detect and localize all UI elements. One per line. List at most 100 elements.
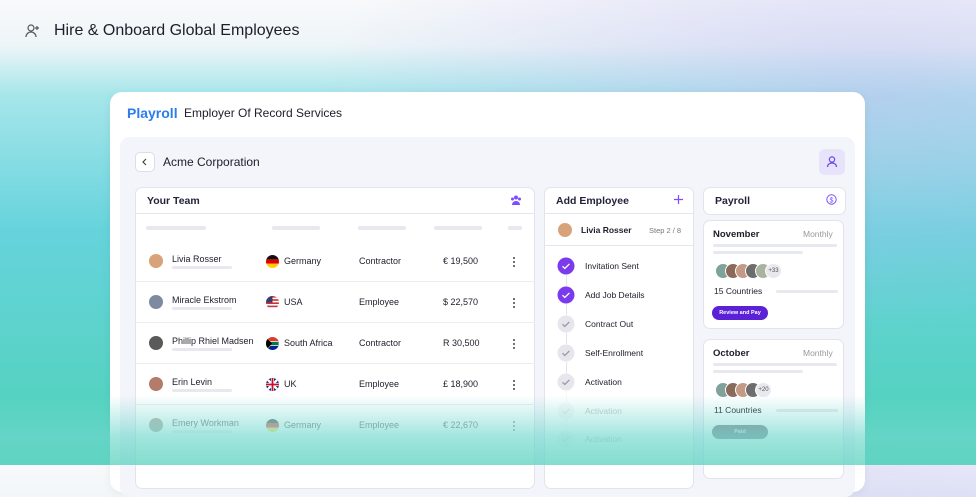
more-count: +33 [765, 263, 782, 279]
flag [266, 378, 279, 391]
menu-icon [513, 257, 515, 267]
skeleton [713, 370, 803, 373]
step-connector [565, 332, 567, 344]
step-check [557, 315, 575, 333]
skeleton [172, 389, 232, 392]
divider [135, 322, 535, 323]
salary: R 30,500 [443, 338, 480, 348]
skeleton [713, 244, 837, 247]
countries: 15 Countries [714, 286, 763, 296]
country: South Africa [284, 338, 333, 348]
step-connector [565, 274, 567, 286]
payroll-frequency: Monthly [803, 229, 833, 239]
employment-type: Contractor [359, 338, 402, 348]
avatar [148, 376, 164, 392]
menu-icon [513, 298, 515, 308]
step-status [557, 344, 575, 362]
divider [135, 281, 535, 282]
country: USA [284, 297, 303, 307]
skeleton [172, 307, 232, 310]
step-connector [565, 303, 567, 315]
flag [266, 296, 279, 309]
payroll-title: Payroll [715, 195, 751, 207]
skeleton [358, 226, 406, 230]
salary: $ 22,570 [443, 297, 479, 307]
menu-icon [513, 380, 515, 390]
divider [544, 213, 694, 214]
flag [266, 337, 279, 350]
payroll-month: November [713, 229, 760, 240]
bottom-fade [0, 395, 976, 465]
row-menu[interactable] [510, 378, 518, 390]
divider [135, 213, 535, 214]
menu-icon [513, 339, 515, 349]
step-status [557, 315, 575, 333]
step-label: Add Job Details [585, 289, 645, 300]
avatar [148, 253, 164, 269]
employee-name: Miracle Ekstrom [172, 295, 237, 305]
flag-box [266, 255, 279, 268]
step-label: Contract Out [585, 318, 634, 329]
row-menu[interactable] [510, 296, 518, 308]
skeleton [776, 290, 838, 293]
payroll-month: October [713, 348, 750, 359]
step-label: Activation [585, 376, 622, 387]
employee-name: Livia Rosser [172, 254, 222, 264]
back-icon [142, 158, 147, 166]
avatar [148, 335, 164, 351]
employment-type: Employee [359, 379, 400, 389]
step-label: Invitation Sent [585, 261, 639, 271]
step-status [557, 373, 575, 391]
back-button[interactable] [135, 152, 155, 172]
skeleton [272, 226, 320, 230]
step-status [557, 286, 575, 304]
avatar [148, 294, 164, 310]
skeleton [508, 226, 522, 230]
divider [135, 363, 535, 364]
skeleton [172, 266, 232, 269]
step-label: Self-Enrollment [585, 347, 644, 358]
company-name: Acme Corporation [163, 155, 260, 169]
person-name: Livia Rosser [581, 225, 632, 235]
step-check [557, 344, 575, 362]
avatar [557, 222, 573, 238]
payroll-frequency: Monthly [803, 348, 833, 358]
step-counter: Step 2 / 8 [649, 226, 682, 235]
team-icon [511, 195, 521, 205]
add-employee-title: Add Employee [556, 195, 629, 207]
payroll-icon: $ [826, 194, 837, 205]
svg-text:$: $ [830, 197, 834, 204]
step-status [557, 257, 575, 275]
step-check [557, 257, 575, 275]
step-check [557, 286, 575, 304]
skeleton [146, 226, 206, 230]
employment-type: Employee [359, 297, 400, 307]
salary: € 19,500 [443, 256, 479, 266]
skeleton [713, 251, 803, 254]
row-menu[interactable] [510, 337, 518, 349]
flag-box [266, 296, 279, 309]
profile-button[interactable] [819, 149, 845, 175]
flag [266, 255, 279, 268]
add-button[interactable] [673, 194, 684, 205]
header-title: Hire & Onboard Global Employees [54, 22, 300, 39]
skeleton [434, 226, 482, 230]
hire-icon [25, 24, 39, 38]
salary: £ 18,900 [443, 379, 479, 389]
employee-name: Erin Levin [172, 377, 213, 387]
country: Germany [284, 256, 322, 266]
brand: Playroll [127, 105, 178, 121]
divider [544, 245, 694, 246]
payroll-header [703, 187, 846, 215]
profile-icon [826, 156, 838, 168]
payroll-action[interactable]: Review and Pay [712, 306, 768, 320]
flag-box [266, 378, 279, 391]
skeleton [172, 348, 232, 351]
employee-name: Phillip Rhiel Madsen [172, 336, 254, 346]
skeleton [713, 363, 837, 366]
app-subtitle: Employer Of Record Services [184, 106, 343, 120]
country: UK [284, 379, 297, 389]
row-menu[interactable] [510, 255, 518, 267]
team-title: Your Team [147, 195, 200, 207]
